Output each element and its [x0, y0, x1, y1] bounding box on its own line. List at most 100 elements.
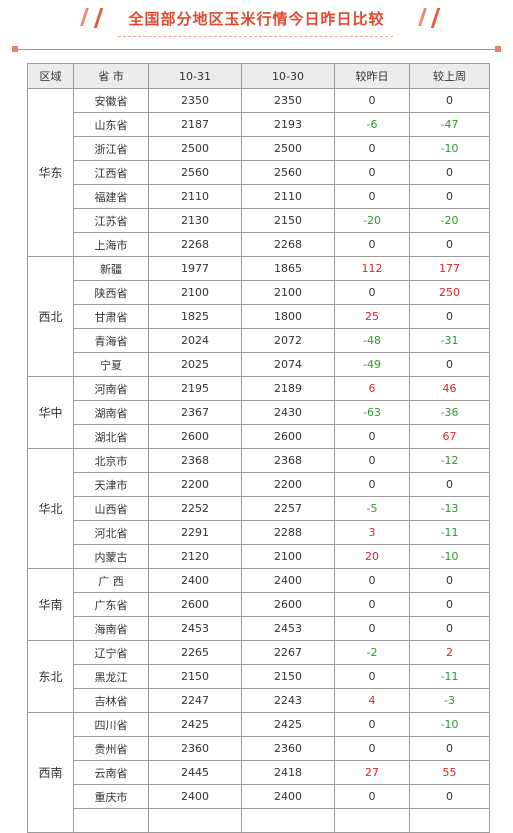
price-today-cell: 2400: [148, 568, 242, 593]
change-day-cell: 0: [334, 184, 410, 209]
price-yesterday-cell: 2425: [241, 712, 335, 737]
change-day-cell: -2: [334, 640, 410, 665]
divider: [14, 49, 499, 50]
province-cell: 河南省: [73, 376, 149, 401]
column-header-today: 10-31: [148, 63, 242, 89]
table-row: 华东 安徽省 2350 2350 0 0: [27, 88, 490, 257]
table-row: 山西省 2252 2257 -5 -13: [28, 496, 490, 521]
header: 全国部分地区玉米行情今日昨日比较: [0, 0, 513, 56]
table-row: 江西省 2560 2560 0 0: [28, 160, 490, 185]
change-day-cell: 0: [334, 424, 410, 449]
province-cell: 上海市: [73, 232, 149, 257]
table-row: 西北 新疆 1977 1865 112 177: [27, 256, 490, 377]
change-day-cell: 0: [334, 472, 410, 497]
change-week-cell: 0: [409, 472, 490, 497]
change-week-cell: -10: [409, 136, 490, 161]
price-today-cell: 2252: [148, 496, 242, 521]
province-cell: 黑龙江: [73, 664, 149, 689]
table-row: 甘肃省 1825 1800 25 0: [28, 304, 490, 329]
province-cell: 陕西省: [73, 280, 149, 305]
change-week-cell: -10: [409, 712, 490, 737]
price-today-cell: 2500: [148, 136, 242, 161]
price-yesterday-cell: 2100: [241, 280, 335, 305]
table-row: 青海省 2024 2072 -48 -31: [28, 328, 490, 353]
change-week-cell: -13: [409, 496, 490, 521]
price-today-cell: 2187: [148, 112, 242, 137]
province-cell: 山东省: [73, 112, 149, 137]
province-cell: 北京市: [73, 448, 149, 473]
change-week-cell: 177: [409, 256, 490, 281]
change-day-cell: 25: [334, 304, 410, 329]
price-yesterday-cell: 2267: [241, 640, 335, 665]
change-day-cell: 0: [334, 280, 410, 305]
price-yesterday-cell: 2600: [241, 424, 335, 449]
table-row: 海南省 2453 2453 0 0: [28, 616, 490, 641]
province-cell: 江西省: [73, 160, 149, 185]
price-yesterday-cell: 2150: [241, 208, 335, 233]
change-week-cell: 0: [409, 88, 490, 113]
table-row: 吉林省 2247 2243 4 -3: [28, 688, 490, 713]
table-row: 福建省 2110 2110 0 0: [28, 184, 490, 209]
change-day-cell: 112: [334, 256, 410, 281]
table-row: 华北 北京市 2368 2368 0 -12: [27, 448, 490, 569]
price-yesterday-cell: 2200: [241, 472, 335, 497]
price-today-cell: 2268: [148, 232, 242, 257]
change-day-cell: 0: [334, 592, 410, 617]
change-day-cell: 4: [334, 688, 410, 713]
province-cell: 青海省: [73, 328, 149, 353]
change-day-cell: 0: [334, 448, 410, 473]
change-week-cell: 0: [409, 232, 490, 257]
price-yesterday-cell: 2418: [241, 760, 335, 785]
price-yesterday-cell: 2268: [241, 232, 335, 257]
price-today-cell: 2600: [148, 424, 242, 449]
change-week-cell: -36: [409, 400, 490, 425]
change-week-cell: -12: [409, 448, 490, 473]
table-row: 河北省 2291 2288 3 -11: [28, 520, 490, 545]
price-today-cell: 2400: [148, 784, 242, 809]
province-cell: 安徽省: [73, 88, 149, 113]
region-cell: 西北: [27, 256, 74, 377]
province-cell: 吉林省: [73, 688, 149, 713]
table-row: 湖南省 2367 2430 -63 -36: [28, 400, 490, 425]
province-cell: 贵州省: [73, 736, 149, 761]
table-row: 云南省 2445 2418 27 55: [28, 760, 490, 785]
page-title: 全国部分地区玉米行情今日昨日比较: [128, 10, 385, 28]
price-yesterday-cell: 2189: [241, 376, 335, 401]
divider-dot-icon: [495, 46, 501, 52]
price-yesterday-cell: 2560: [241, 160, 335, 185]
change-day-cell: 3: [334, 520, 410, 545]
province-cell: 海南省: [73, 616, 149, 641]
change-week-cell: -10: [409, 544, 490, 569]
change-week-cell: 55: [409, 760, 490, 785]
change-week-cell: 67: [409, 424, 490, 449]
change-week-cell: -31: [409, 328, 490, 353]
price-today-cell: 2150: [148, 664, 242, 689]
column-header-vs-last-week: 较上周: [409, 63, 490, 89]
province-cell: 新疆: [73, 256, 149, 281]
change-day-cell: -63: [334, 400, 410, 425]
table-row: 贵州省 2360 2360 0 0: [28, 736, 490, 761]
price-today-cell: 2360: [148, 736, 242, 761]
change-day-cell: 27: [334, 760, 410, 785]
price-yesterday-cell: 2257: [241, 496, 335, 521]
title-underline: [118, 36, 393, 37]
price-yesterday-cell: 2243: [241, 688, 335, 713]
change-day-cell: 0: [334, 568, 410, 593]
price-today-cell: 2100: [148, 280, 242, 305]
change-week-cell: 0: [409, 736, 490, 761]
change-day-cell: 0: [334, 136, 410, 161]
price-today-cell: 2110: [148, 184, 242, 209]
price-today-cell: 2130: [148, 208, 242, 233]
change-week-cell: 46: [409, 376, 490, 401]
price-yesterday-cell: 2500: [241, 136, 335, 161]
table-row: 山东省 2187 2193 -6 -47: [28, 112, 490, 137]
change-day-cell: 0: [334, 784, 410, 809]
change-day-cell: -6: [334, 112, 410, 137]
change-day-cell: 6: [334, 376, 410, 401]
province-cell: 天津市: [73, 472, 149, 497]
change-day-cell: 0: [334, 616, 410, 641]
province-cell: 湖北省: [73, 424, 149, 449]
change-week-cell: 0: [409, 784, 490, 809]
change-day-cell: 20: [334, 544, 410, 569]
price-today-cell: 2025: [148, 352, 242, 377]
